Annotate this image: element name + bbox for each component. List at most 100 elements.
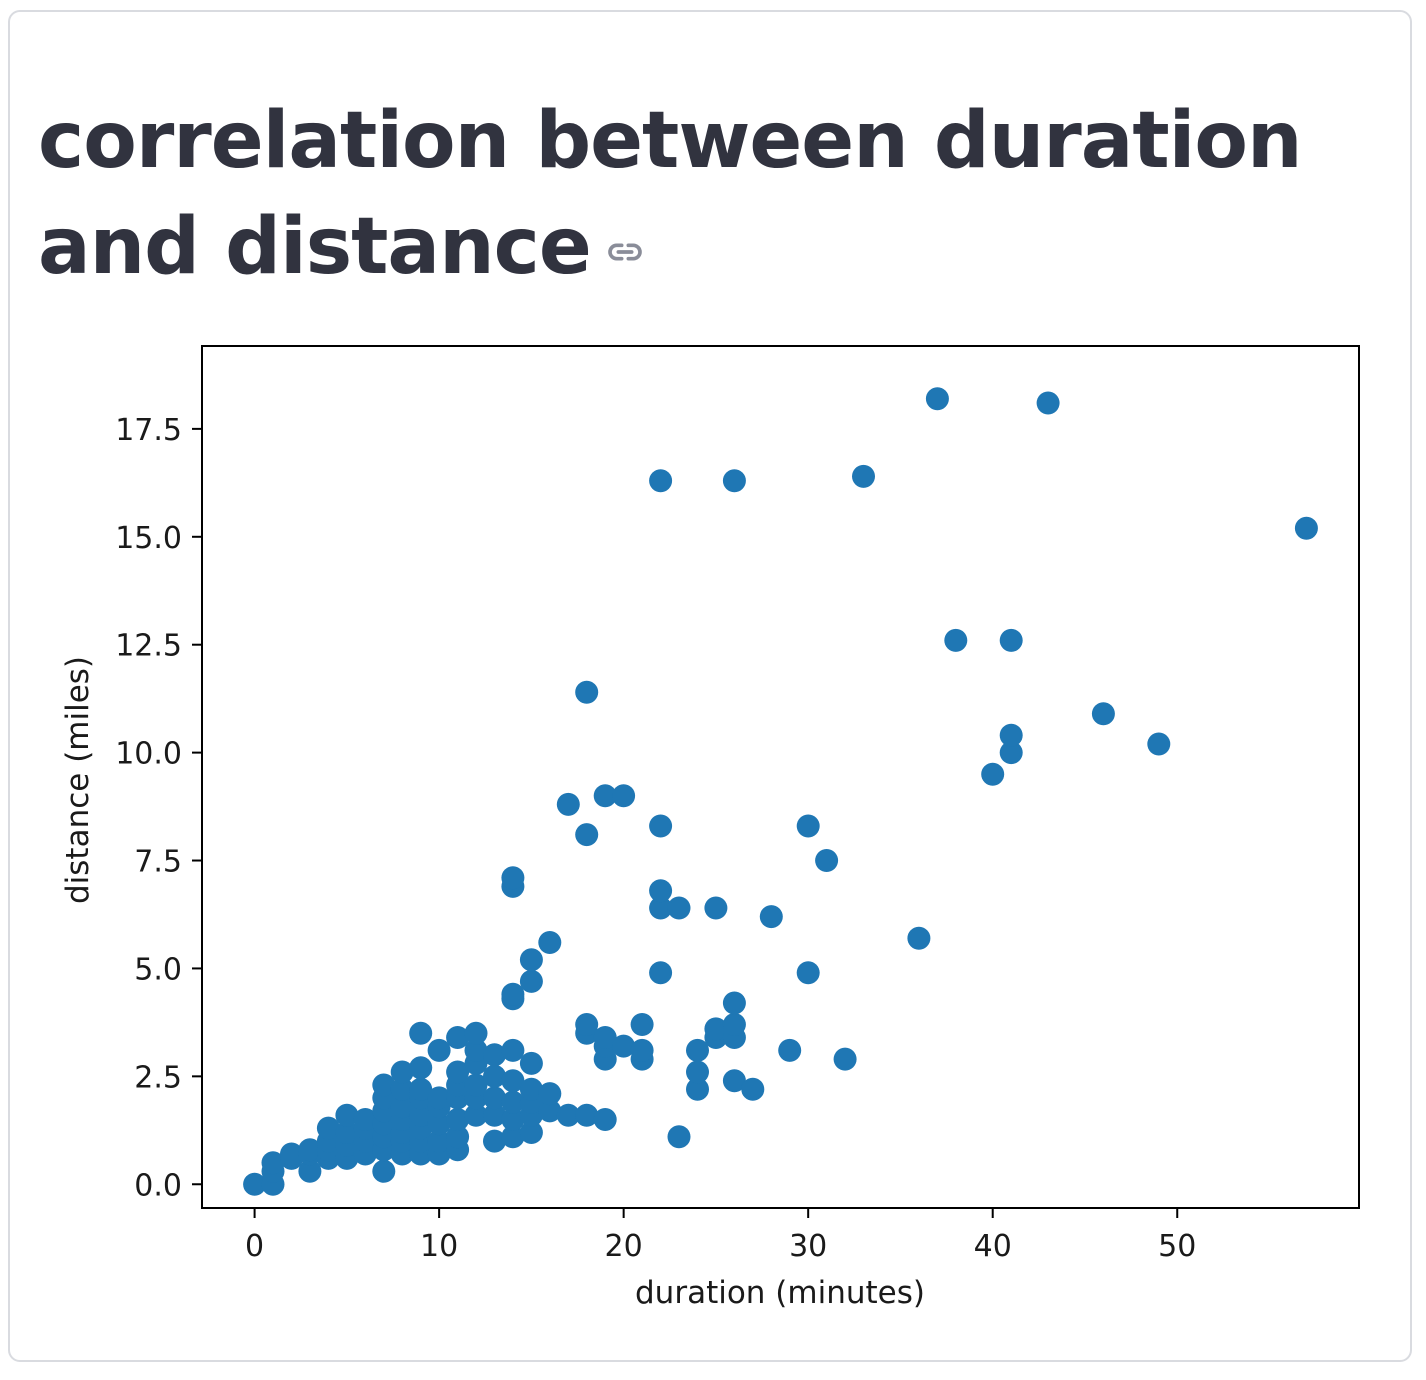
- data-point: [999, 723, 1023, 747]
- data-point: [483, 1043, 506, 1067]
- data-point: [686, 1060, 709, 1084]
- data-point: [243, 1172, 267, 1196]
- y-tick-label: 2.5: [134, 1060, 182, 1095]
- data-point: [575, 1013, 599, 1036]
- x-tick-label: 30: [789, 1229, 827, 1264]
- data-point: [907, 926, 931, 950]
- x-tick-label: 0: [245, 1229, 264, 1264]
- page-title: correlation between duration and distanc…: [38, 88, 1378, 300]
- data-point: [704, 1017, 728, 1041]
- data-point: [722, 991, 746, 1015]
- data-point: [612, 784, 636, 808]
- data-point: [722, 1013, 746, 1036]
- data-point: [612, 1034, 636, 1058]
- data-point: [390, 1095, 414, 1119]
- x-tick-label: 20: [605, 1229, 643, 1264]
- data-point: [593, 1108, 617, 1131]
- y-tick-label: 7.5: [134, 845, 182, 880]
- data-point: [925, 387, 949, 411]
- data-point: [501, 866, 525, 890]
- x-axis-label: duration (minutes): [635, 1275, 925, 1311]
- data-point: [852, 464, 875, 488]
- data-point: [833, 1047, 857, 1071]
- data-point: [556, 792, 580, 816]
- data-point: [427, 1129, 451, 1153]
- data-point: [501, 982, 525, 1006]
- data-point: [464, 1021, 488, 1045]
- y-tick-label: 10.0: [115, 737, 182, 772]
- data-point: [686, 1077, 709, 1101]
- data-point: [796, 814, 820, 838]
- data-point: [446, 1026, 470, 1049]
- data-point: [390, 1060, 414, 1084]
- x-axis-ticks: 0 10 20 30 40 50: [245, 1208, 1196, 1264]
- data-point: [464, 1073, 488, 1097]
- data-point: [1294, 516, 1318, 540]
- data-point: [575, 1103, 599, 1127]
- y-axis-ticks: 0.0 2.5 5.0 7.5 10.0 12.5 15.0 17.5: [115, 413, 202, 1203]
- data-point: [501, 1069, 525, 1093]
- data-point: [649, 814, 673, 838]
- data-point: [298, 1138, 322, 1162]
- data-point: [519, 1051, 543, 1075]
- x-tick-label: 50: [1158, 1229, 1196, 1264]
- data-point: [280, 1142, 303, 1166]
- data-point: [390, 1077, 414, 1101]
- data-point: [372, 1159, 396, 1183]
- data-point: [575, 680, 599, 704]
- data-point: [778, 1038, 802, 1062]
- data-point: [630, 1013, 654, 1036]
- plot-area-frame: [201, 345, 1360, 1209]
- data-point: [372, 1073, 396, 1097]
- data-point: [353, 1108, 377, 1131]
- data-points: [243, 387, 1318, 1196]
- data-point: [519, 969, 543, 993]
- data-point: [999, 741, 1023, 765]
- data-point: [483, 1103, 506, 1127]
- data-point: [649, 469, 673, 493]
- x-tick-label: 10: [420, 1229, 458, 1264]
- chart-card: [8, 10, 1412, 1362]
- y-tick-label: 5.0: [134, 952, 182, 987]
- data-point: [538, 1082, 562, 1106]
- data-point: [1147, 732, 1171, 756]
- data-point: [593, 784, 617, 808]
- data-point: [427, 1086, 451, 1110]
- data-point: [427, 1112, 451, 1136]
- data-point: [649, 879, 673, 903]
- data-point: [722, 469, 746, 493]
- data-point: [667, 1125, 691, 1149]
- y-axis-label: distance (miles): [60, 656, 96, 904]
- data-point: [483, 1129, 506, 1153]
- data-point: [501, 1038, 525, 1062]
- data-point: [464, 1103, 488, 1127]
- data-point: [446, 1125, 470, 1149]
- x-tick-label: 40: [974, 1229, 1012, 1264]
- data-point: [630, 1038, 654, 1062]
- data-point: [409, 1056, 433, 1080]
- data-point: [999, 628, 1023, 652]
- data-point: [538, 931, 562, 954]
- data-point: [519, 1121, 543, 1144]
- link-icon[interactable]: [605, 232, 645, 272]
- data-point: [335, 1121, 359, 1144]
- page-title-text: correlation between duration and distanc…: [38, 96, 1302, 292]
- y-tick-label: 0.0: [134, 1168, 182, 1203]
- data-point: [556, 1103, 580, 1127]
- data-point: [519, 1077, 543, 1101]
- data-point: [446, 1060, 470, 1084]
- data-point: [538, 1099, 562, 1123]
- data-point: [759, 905, 783, 929]
- y-tick-label: 15.0: [115, 521, 182, 556]
- data-point: [464, 1038, 488, 1062]
- data-point: [649, 896, 673, 920]
- data-point: [686, 1038, 709, 1062]
- data-point: [704, 896, 728, 920]
- data-point: [501, 1108, 525, 1131]
- data-point: [741, 1077, 765, 1101]
- data-point: [335, 1103, 359, 1127]
- data-point: [501, 1125, 525, 1149]
- data-point: [981, 762, 1005, 786]
- data-point: [575, 823, 599, 847]
- data-point: [1036, 391, 1060, 415]
